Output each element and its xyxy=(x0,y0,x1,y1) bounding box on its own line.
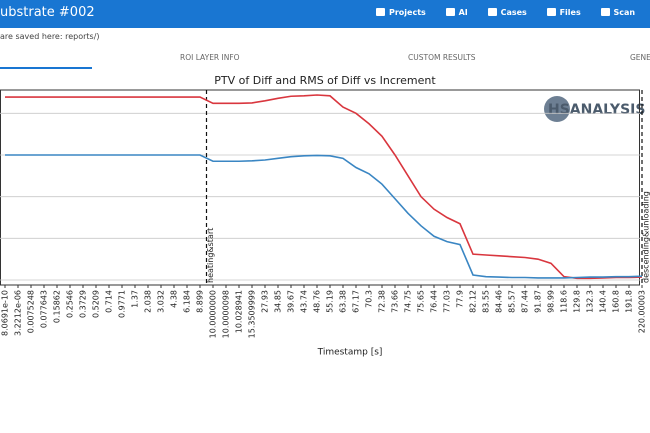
x-tick-label: 8.899 xyxy=(196,290,205,313)
x-tick-label: 220.00003 xyxy=(638,290,647,333)
x-tick-label: 132.3 xyxy=(586,290,595,313)
x-tick-label: 0.9771 xyxy=(118,290,127,318)
x-tick-label: 10.0000098 xyxy=(222,290,231,338)
x-tick-label: 1.37 xyxy=(131,290,140,308)
x-tick-label: 82.12 xyxy=(469,290,478,313)
header-title: ubstrate #002 xyxy=(0,5,95,20)
x-tick-label: 0.077643 xyxy=(40,290,49,328)
annotation-label: heating&start xyxy=(206,228,215,283)
x-tick-label: 3.2212e-06 xyxy=(14,290,23,336)
annotation-label: descending&unloading xyxy=(642,191,650,283)
x-tick-label: 85.57 xyxy=(508,290,517,313)
x-tick-label: 87.44 xyxy=(521,290,530,313)
x-tick-label: 160.8 xyxy=(612,290,621,313)
tab[interactable]: ROI LAYER INFO xyxy=(180,53,240,62)
x-tick-label: 34.85 xyxy=(274,290,283,313)
nav-label[interactable]: Files xyxy=(559,8,581,17)
x-tick-label: 63.38 xyxy=(339,290,348,313)
x-tick-label: 70.3 xyxy=(365,290,374,308)
nav-item[interactable]: Files xyxy=(546,8,581,17)
x-tick-label: 98.99 xyxy=(547,290,556,313)
logo: HSANALYSIS xyxy=(544,96,645,122)
x-tick-label: 72.38 xyxy=(378,290,387,313)
x-tick-label: 0.15862 xyxy=(53,290,62,323)
x-tick-label: 15.3509999 xyxy=(248,290,257,338)
tab[interactable]: CUSTOM RESULTS xyxy=(408,53,476,62)
x-tick-label: 83.55 xyxy=(482,290,491,313)
x-tick-label: 91.87 xyxy=(534,290,543,313)
logo-text: HSANALYSIS xyxy=(548,102,645,118)
x-tick-label: 0.2546 xyxy=(66,290,75,318)
nav-item[interactable]: Scan xyxy=(600,8,636,17)
tab[interactable]: GENE xyxy=(630,53,650,62)
x-tick-label: 3.032 xyxy=(157,290,166,313)
subline: are saved here: reports/) xyxy=(0,32,100,41)
nav-label[interactable]: AI xyxy=(458,8,468,17)
x-tick-label: 140.4 xyxy=(599,290,608,313)
chart-title: PTV of Diff and RMS of Diff vs Increment xyxy=(214,74,436,87)
x-tick-label: 74.75 xyxy=(404,290,413,313)
x-tick-label: 2.038 xyxy=(144,290,153,313)
nav-item[interactable]: Cases xyxy=(487,8,527,17)
x-tick-label: 0.3729 xyxy=(79,290,88,318)
logo-mark xyxy=(544,96,570,122)
x-tick-label: 77.03 xyxy=(443,290,452,313)
plot-frame xyxy=(0,89,640,286)
x-tick-label: 48.76 xyxy=(313,290,322,313)
nav-item[interactable]: AI xyxy=(445,8,468,17)
x-tick-label: 10.028941 xyxy=(235,290,244,333)
x-tick-label: 84.46 xyxy=(495,290,504,313)
x-tick-label: 4.38 xyxy=(170,290,179,308)
x-tick-label: 10.0000000 xyxy=(209,290,218,338)
x-tick-label: 76.44 xyxy=(430,290,439,313)
nav-label[interactable]: Projects xyxy=(389,8,426,17)
x-tick-label: 67.17 xyxy=(352,290,361,313)
series-line xyxy=(5,94,643,280)
x-tick-label: 6.184 xyxy=(183,290,192,313)
nav-item[interactable]: Projects xyxy=(376,8,426,17)
series-line xyxy=(5,154,643,279)
x-tick-label: 73.66 xyxy=(391,290,400,313)
x-tick-label: 129.8 xyxy=(573,290,582,313)
x-axis-label: Timestamp [s] xyxy=(317,348,383,358)
x-tick-label: 77.9 xyxy=(456,290,465,308)
x-tick-label: 118.6 xyxy=(560,290,569,313)
x-tick-label: 27.93 xyxy=(261,290,270,313)
nav-label[interactable]: Cases xyxy=(500,8,527,17)
x-tick-label: 39.67 xyxy=(287,290,296,313)
header: ubstrate #002 Projects AI Cases Files Sc… xyxy=(0,0,650,28)
x-tick-label: 8.0691e-10 xyxy=(1,290,10,336)
nav: Projects AI Cases Files Scan F xyxy=(376,8,650,17)
x-tick-label: 191.8 xyxy=(625,290,634,313)
x-tick-label: 0.714 xyxy=(105,290,114,313)
x-tick-label: 0.0075248 xyxy=(27,290,36,333)
x-tick-label: 0.5209 xyxy=(92,290,101,318)
x-tick-label: 75.65 xyxy=(417,290,426,313)
nav-label[interactable]: Scan xyxy=(613,8,636,17)
x-tick-label: 55.19 xyxy=(326,290,335,313)
x-tick-label: 43.74 xyxy=(300,290,309,313)
active-tab-indicator xyxy=(0,67,92,69)
